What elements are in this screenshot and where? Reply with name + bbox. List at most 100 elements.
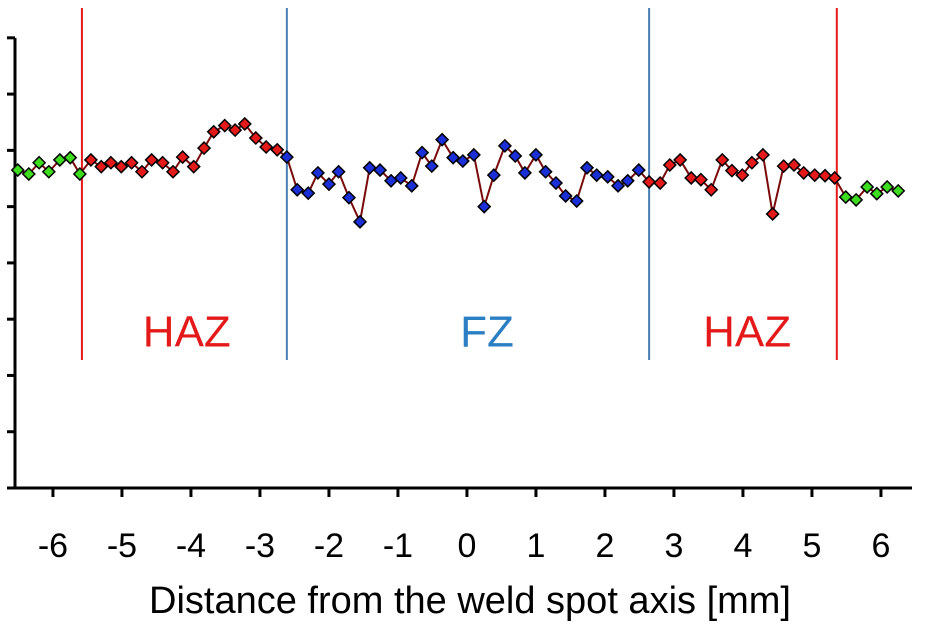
data-point	[827, 170, 842, 186]
x-tick-label: -4	[176, 527, 206, 565]
data-point	[228, 123, 243, 138]
data-point	[579, 160, 595, 175]
data-point	[393, 170, 408, 186]
data-point	[880, 179, 895, 195]
x-tick-label: -5	[107, 527, 137, 565]
data-point	[715, 152, 730, 167]
data-point	[248, 130, 263, 146]
data-point	[83, 152, 98, 167]
data-point	[486, 168, 501, 183]
data-point	[600, 169, 615, 184]
data-point	[175, 150, 190, 165]
data-point	[134, 164, 150, 179]
data-point	[693, 172, 708, 187]
data-point	[21, 166, 36, 182]
data-point	[497, 138, 512, 153]
data-point	[435, 132, 450, 147]
data-point	[310, 165, 325, 180]
x-tick-label: -2	[314, 527, 344, 565]
x-tick-label: 0	[457, 527, 476, 565]
x-tick-label: -6	[38, 527, 68, 565]
zone-label: HAZ	[143, 308, 231, 357]
data-point	[744, 155, 759, 170]
data-point	[538, 164, 553, 179]
data-point	[684, 170, 699, 186]
data-point	[415, 145, 430, 160]
data-point	[114, 159, 129, 174]
data-point	[290, 182, 305, 197]
data-point	[807, 168, 822, 183]
data-point	[301, 186, 316, 201]
data-point	[165, 164, 181, 179]
data-point	[186, 159, 201, 174]
data-point	[206, 124, 221, 139]
data-line	[17, 122, 899, 226]
data-point	[217, 118, 232, 133]
data-point	[508, 148, 523, 164]
data-point	[477, 199, 492, 214]
data-point	[817, 168, 833, 183]
data-point	[849, 192, 864, 207]
data-point	[331, 164, 346, 179]
data-point	[673, 152, 688, 167]
data-point	[10, 163, 25, 178]
data-point	[517, 165, 532, 180]
data-point	[869, 186, 884, 201]
data-point	[144, 152, 159, 167]
data-point	[259, 139, 274, 155]
data-point	[404, 178, 419, 193]
data-point	[631, 163, 646, 178]
data-point	[662, 157, 677, 173]
data-point	[569, 193, 584, 209]
zone-label: HAZ	[703, 308, 791, 357]
data-point	[548, 175, 564, 191]
x-tick-label: 5	[802, 527, 821, 565]
data-point	[610, 178, 626, 193]
data-point	[704, 182, 719, 197]
data-point	[103, 155, 118, 170]
data-point	[341, 190, 357, 205]
data-point	[352, 214, 368, 229]
data-point	[72, 166, 87, 182]
data-point	[63, 150, 78, 165]
data-point	[642, 174, 657, 189]
data-point	[558, 188, 573, 204]
data-point	[589, 168, 604, 183]
data-point	[755, 147, 771, 162]
data-point	[155, 155, 170, 170]
data-point	[279, 150, 294, 165]
data-point	[32, 155, 47, 170]
data-point	[786, 157, 802, 173]
x-tick-label: 1	[526, 527, 545, 565]
data-point	[372, 163, 388, 178]
data-point	[270, 142, 285, 157]
x-tick-label: -1	[383, 527, 413, 565]
data-point	[124, 155, 139, 170]
data-point	[321, 177, 337, 192]
x-tick-label: 6	[871, 527, 890, 565]
zone-label: FZ	[460, 308, 514, 357]
data-point	[776, 159, 791, 174]
x-tick-label: 4	[733, 527, 752, 565]
data-point	[620, 173, 635, 188]
x-tick-label: 3	[664, 527, 683, 565]
x-tick-label: -3	[245, 527, 275, 565]
data-point	[362, 160, 377, 175]
data-point	[424, 159, 439, 174]
data-point	[724, 163, 739, 178]
data-point	[860, 179, 875, 195]
data-point	[94, 159, 109, 174]
x-tick-label: 2	[595, 527, 614, 565]
data-point	[466, 147, 481, 162]
data-point	[735, 168, 750, 183]
data-point	[891, 183, 906, 198]
data-point	[455, 153, 470, 169]
x-axis-label: Distance from the weld spot axis [mm]	[149, 580, 791, 622]
data-point	[196, 141, 212, 156]
data-point	[838, 190, 853, 205]
data-point	[237, 116, 252, 131]
data-point	[528, 147, 544, 162]
data-point	[41, 164, 56, 179]
